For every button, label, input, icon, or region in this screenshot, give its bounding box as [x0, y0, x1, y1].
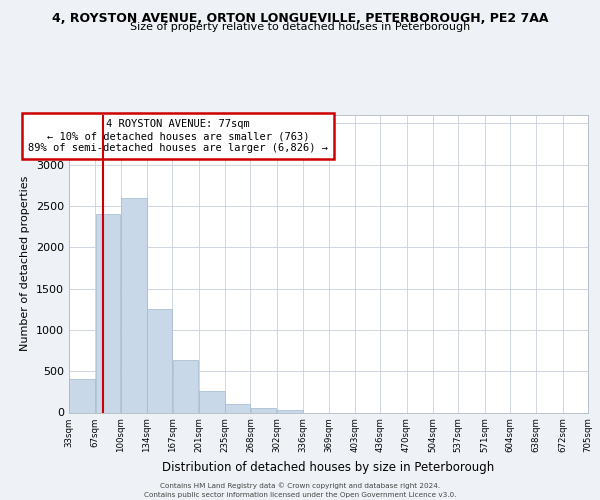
Y-axis label: Number of detached properties: Number of detached properties	[20, 176, 31, 352]
Bar	[70, 380, 95, 412]
Text: 4 ROYSTON AVENUE: 77sqm
← 10% of detached houses are smaller (763)
89% of semi-d: 4 ROYSTON AVENUE: 77sqm ← 10% of detache…	[28, 120, 328, 152]
Bar	[95, 214, 121, 412]
Text: 4, ROYSTON AVENUE, ORTON LONGUEVILLE, PETERBOROUGH, PE2 7AA: 4, ROYSTON AVENUE, ORTON LONGUEVILLE, PE…	[52, 12, 548, 26]
Bar	[199, 391, 224, 412]
Text: Size of property relative to detached houses in Peterborough: Size of property relative to detached ho…	[130, 22, 470, 32]
Bar	[277, 410, 303, 412]
Bar	[148, 309, 172, 412]
Text: Contains public sector information licensed under the Open Government Licence v3: Contains public sector information licen…	[144, 492, 456, 498]
Bar	[226, 404, 250, 412]
Text: Contains HM Land Registry data © Crown copyright and database right 2024.: Contains HM Land Registry data © Crown c…	[160, 482, 440, 489]
Bar	[251, 408, 277, 412]
Bar	[173, 360, 199, 412]
Bar	[121, 198, 146, 412]
X-axis label: Distribution of detached houses by size in Peterborough: Distribution of detached houses by size …	[163, 460, 494, 473]
